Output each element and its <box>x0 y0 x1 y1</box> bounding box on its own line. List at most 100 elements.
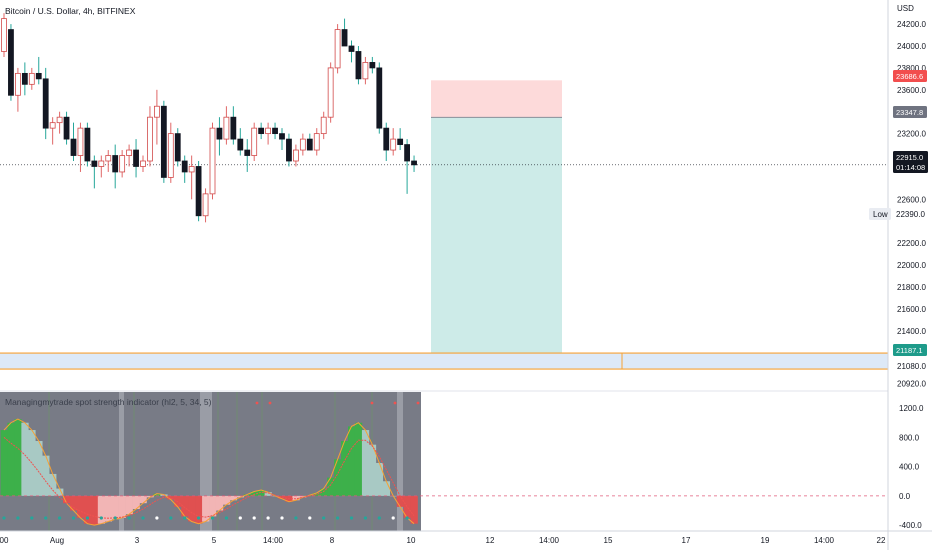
indicator-top-dot <box>268 401 272 405</box>
indicator-dot <box>44 516 48 520</box>
indicator-bar <box>195 495 203 524</box>
indicator-bar <box>76 495 85 518</box>
indicator-bar <box>202 495 210 522</box>
time-tick-label: 14:00 <box>814 536 835 545</box>
indicator-bar <box>167 495 175 500</box>
candle-body <box>258 127 265 135</box>
price-pane[interactable] <box>0 13 888 355</box>
candle-body <box>244 149 251 156</box>
bar-countdown: 01:14:08 <box>896 163 925 172</box>
time-axis[interactable]: 00 Aug 3 5 14:00 8 10 12 14:00 15 17 19 14:00 22 <box>0 536 886 545</box>
indicator-bar <box>382 481 391 496</box>
indicator-bar <box>292 495 300 501</box>
candle-body <box>369 62 376 69</box>
indicator-bar <box>188 495 196 522</box>
indicator-dot <box>377 516 381 520</box>
indicator-dot <box>280 516 284 520</box>
candle-body <box>105 155 112 162</box>
alert-price: 21187.1 <box>896 346 923 355</box>
indicator-lines <box>3 418 415 526</box>
time-tick-label: 10 <box>407 536 416 545</box>
time-tick-label: 22 <box>877 536 886 545</box>
candle-body <box>77 127 84 156</box>
indicator-pane[interactable]: Managingmytrade spot strength indicator … <box>0 392 888 531</box>
indicator-tick-label: 0.0 <box>899 492 911 501</box>
take-profit-zone[interactable] <box>431 117 562 355</box>
indicator-axis[interactable]: 1200.0 800.0 400.0 0.0 -400.0 <box>899 404 924 530</box>
stop-loss-price: 23686.6 <box>896 72 923 81</box>
candle-body <box>404 144 411 162</box>
candle-body <box>292 149 299 162</box>
candle-body <box>348 45 355 52</box>
candle-body <box>341 29 348 47</box>
indicator-dot <box>349 516 354 520</box>
candle-body <box>126 149 132 156</box>
indicator-band <box>119 392 124 531</box>
indicator-top-dot <box>416 401 420 405</box>
candle-body <box>327 67 334 118</box>
candle-body <box>91 160 98 167</box>
candle-body <box>167 133 174 178</box>
indicator-dots <box>2 401 420 520</box>
indicator-bar <box>368 444 377 496</box>
indicator-bar <box>104 495 113 522</box>
candle-body <box>216 127 223 140</box>
indicator-bar <box>139 495 147 504</box>
indicator-top-dot <box>370 401 374 405</box>
stop-loss-tag: 23686.6 <box>893 70 927 82</box>
indicator-tick-label: 400.0 <box>899 463 920 472</box>
candle-body <box>334 29 341 69</box>
price-tick-label: 20920.0 <box>897 379 926 388</box>
indicator-dot <box>155 516 159 520</box>
indicator-bar <box>90 495 99 526</box>
indicator-bar <box>250 491 258 496</box>
price-tick-label: 21080.0 <box>897 362 926 371</box>
indicator-dot <box>252 516 256 520</box>
indicator-top-dot <box>255 401 259 405</box>
indicator-dot <box>127 516 131 520</box>
indicator-dot <box>99 516 103 520</box>
candle-body <box>411 160 417 166</box>
candle-body <box>195 166 202 217</box>
candle-body <box>279 133 285 140</box>
time-tick-label: Aug <box>50 536 64 545</box>
price-tick-label: 23200.0 <box>897 130 926 139</box>
candle-body <box>133 149 139 167</box>
candle-body <box>230 116 237 140</box>
indicator-bar <box>125 495 133 515</box>
candle-body <box>188 166 195 173</box>
alert-band[interactable] <box>0 352 888 370</box>
stop-loss-zone[interactable] <box>431 80 562 118</box>
candle-body <box>160 105 167 178</box>
indicator-tick-label: -400.0 <box>899 521 922 530</box>
candle-body <box>390 138 397 151</box>
candle-body <box>14 72 21 96</box>
indicator-bar <box>236 495 245 498</box>
time-tick-label: 14:00 <box>263 536 284 545</box>
price-tick-label: 21800.0 <box>897 283 926 292</box>
indicator-bar <box>153 493 161 496</box>
indicator-tick-label: 800.0 <box>899 433 920 442</box>
time-tick-label: 5 <box>212 536 217 545</box>
indicator-bar <box>83 495 92 524</box>
indicator-bar <box>264 492 272 496</box>
candle-body <box>202 193 209 217</box>
price-tick-label: 23800.0 <box>897 64 926 73</box>
indicator-bar <box>313 492 321 496</box>
currency-label: USD <box>897 4 914 13</box>
indicator-bar <box>0 430 8 496</box>
indicator-title: Managingmytrade spot strength indicator … <box>5 397 212 407</box>
indicator-bar <box>7 422 15 496</box>
candle-body <box>272 127 278 135</box>
indicator-bar <box>146 495 154 498</box>
entry-tag: 23347.8 <box>893 106 927 118</box>
indicator-bar <box>28 430 36 496</box>
indicator-tick-label: 1200.0 <box>899 404 924 413</box>
candle-body <box>98 160 105 167</box>
candle-body <box>119 155 126 173</box>
indicator-bar <box>111 495 119 520</box>
indicator-bar <box>375 462 384 496</box>
indicator-bar <box>299 495 307 498</box>
indicator-band <box>397 392 403 531</box>
candlestick-series <box>1 13 417 223</box>
